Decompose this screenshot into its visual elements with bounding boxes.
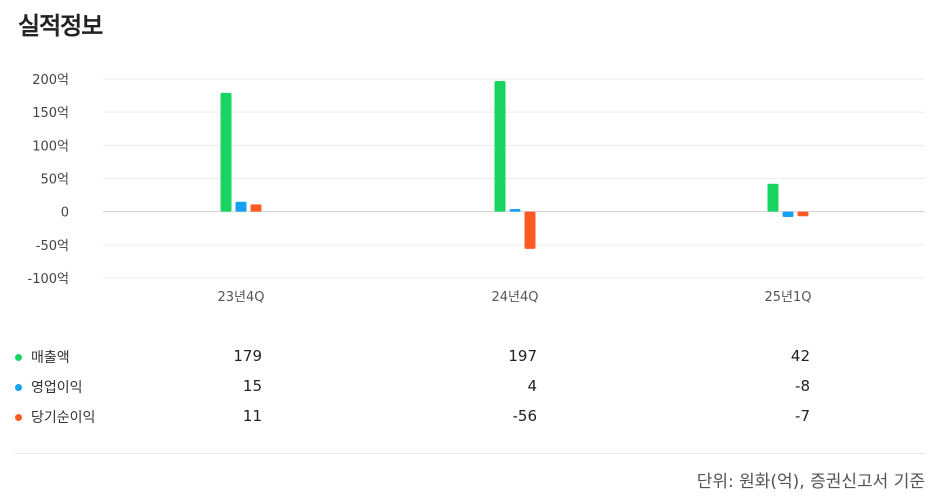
y-tick-label: 0 [61, 206, 69, 221]
bar[interactable] [235, 201, 247, 212]
legend-dot-icon [15, 384, 22, 391]
bar[interactable] [220, 92, 232, 212]
x-tick-label: 25년1Q [764, 290, 811, 305]
series-label: 영업이익 [31, 380, 83, 396]
series-label: 당기순이익 [31, 410, 96, 426]
y-tick-label: 200억 [32, 73, 69, 88]
bar[interactable] [494, 80, 506, 212]
legend-dot-icon [15, 354, 22, 361]
earnings-table: 매출액 179 197 42 영업이익 15 4 -8 당기순이익 11 -56 -7 [0, 343, 937, 433]
y-tick-label: -50억 [36, 239, 69, 254]
bar[interactable] [509, 209, 521, 212]
bar[interactable] [250, 204, 262, 212]
bar[interactable] [524, 211, 536, 249]
data-label: 179 [233, 347, 262, 365]
data-label: -7 [795, 407, 810, 425]
table-row: 당기순이익 11 -56 -7 [0, 403, 937, 433]
data-label: 11 [242, 407, 262, 425]
data-label: 15 [242, 377, 262, 395]
bar[interactable] [767, 183, 779, 212]
table-row: 영업이익 15 4 -8 [0, 373, 937, 403]
table-row: 매출액 179 197 42 [0, 343, 937, 373]
series-label: 매출액 [31, 350, 70, 366]
page-title: 실적정보 [18, 12, 103, 40]
data-label: -8 [795, 377, 810, 395]
data-label: 4 [527, 377, 537, 395]
data-label: 197 [508, 347, 537, 365]
y-tick-label: 50억 [40, 173, 69, 188]
unit-footnote: 단위: 원화(억), 증권신고서 기준 [696, 472, 925, 492]
data-label: 42 [790, 347, 810, 365]
x-tick-label: 24년4Q [491, 290, 538, 305]
earnings-bar-chart: 200억 150억 100억 50억 0 -50억 -100억 23년4Q 24년4Q 25년1Q [28, 73, 925, 305]
legend-dot-icon [15, 414, 22, 421]
bar[interactable] [797, 211, 809, 217]
data-label: -56 [512, 407, 538, 425]
y-tick-label: 150억 [32, 106, 69, 121]
bar[interactable] [782, 211, 794, 217]
y-tick-label: 100억 [32, 139, 69, 154]
y-tick-label: -100억 [28, 272, 69, 287]
divider [15, 453, 925, 454]
x-tick-label: 23년4Q [217, 290, 264, 305]
